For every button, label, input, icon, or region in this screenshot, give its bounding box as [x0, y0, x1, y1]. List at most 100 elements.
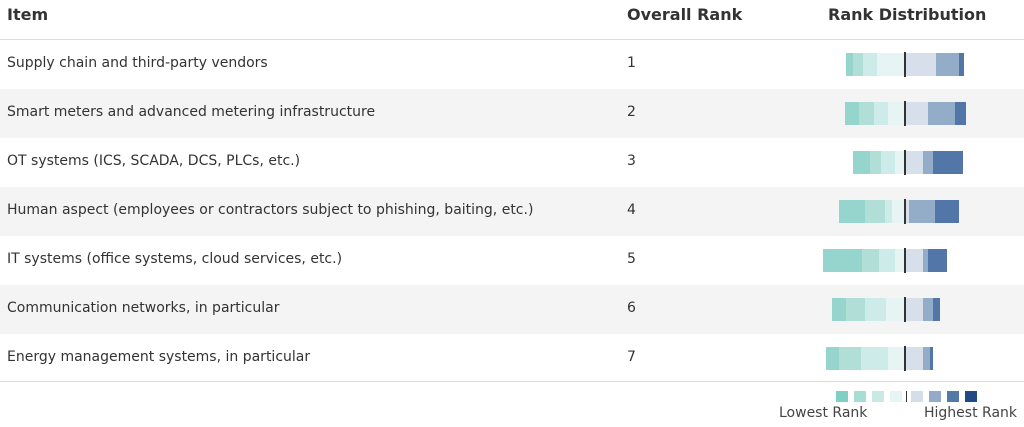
bar-segment-high: [905, 151, 923, 174]
bar-segment-low: [865, 200, 885, 223]
center-line: [904, 346, 906, 371]
bar-segment-high: [905, 102, 928, 125]
table-row: Communication networks, in particular 6: [0, 285, 1024, 334]
center-line: [904, 52, 906, 77]
bar-segment-high: [930, 347, 933, 370]
table-row: Smart meters and advanced metering infra…: [0, 89, 1024, 138]
bar-segment-high: [927, 102, 956, 125]
center-line: [904, 248, 906, 273]
bar-segment-high: [905, 200, 909, 223]
item-label: Human aspect (employees or contractors s…: [7, 202, 534, 218]
overall-rank: 7: [627, 349, 636, 365]
bar-segment-low: [845, 102, 860, 125]
bar-segment-high: [923, 298, 933, 321]
item-label: OT systems (ICS, SCADA, DCS, PLCs, etc.): [7, 153, 301, 169]
bar-segment-low: [860, 347, 889, 370]
bar-segment-low: [853, 53, 863, 76]
legend-swatch: [854, 391, 866, 402]
bar-segment-low: [888, 102, 905, 125]
table-row: Energy management systems, in particular…: [0, 334, 1024, 383]
legend-low-label: Lowest Rank: [779, 405, 868, 421]
overall-rank: 1: [627, 55, 636, 71]
legend-center-line: [906, 391, 907, 402]
bar-segment-low: [859, 102, 874, 125]
rank-distribution-bar: [0, 249, 1024, 272]
center-line: [904, 101, 906, 126]
table-row: Human aspect (employees or contractors s…: [0, 187, 1024, 236]
bar-segment-low: [895, 151, 905, 174]
bar-segment-low: [888, 347, 905, 370]
item-label: IT systems (office systems, cloud servic…: [7, 251, 343, 267]
legend-swatch: [890, 391, 902, 402]
bar-segment-low: [881, 151, 896, 174]
rank-distribution-bar: [0, 53, 1024, 76]
bar-segment-low: [825, 347, 839, 370]
bar-segment-low: [870, 151, 881, 174]
bar-segment-low: [884, 200, 892, 223]
item-label: Energy management systems, in particular: [7, 349, 311, 365]
table-row: Supply chain and third-party vendors 1: [0, 40, 1024, 89]
bar-segment-high: [932, 151, 963, 174]
overall-rank: 3: [627, 153, 636, 169]
legend-swatch: [872, 391, 884, 402]
overall-rank: 4: [627, 202, 636, 218]
item-label: Smart meters and advanced metering infra…: [7, 104, 376, 120]
header-overall-rank[interactable]: Overall Rank: [627, 5, 743, 24]
rank-distribution-bar: [0, 298, 1024, 321]
bar-segment-low: [863, 53, 878, 76]
bar-segment-low: [877, 53, 905, 76]
bar-segment-high: [932, 298, 940, 321]
bar-segment-low: [878, 249, 896, 272]
table-row: OT systems (ICS, SCADA, DCS, PLCs, etc.)…: [0, 138, 1024, 187]
legend-swatch: [947, 391, 959, 402]
bar-segment-low: [895, 249, 905, 272]
bar-segment-high: [959, 53, 964, 76]
legend-swatch: [929, 391, 941, 402]
table-header: Item Overall Rank Rank Distribution: [0, 0, 1024, 40]
bar-segment-low: [839, 347, 861, 370]
bar-segment-high: [935, 200, 959, 223]
header-item[interactable]: Item: [7, 5, 49, 24]
bar-segment-low: [846, 53, 854, 76]
legend-swatch: [911, 391, 923, 402]
rank-distribution-bar: [0, 347, 1024, 370]
bar-segment-low: [885, 298, 905, 321]
header-rank-distribution[interactable]: Rank Distribution: [828, 5, 987, 24]
legend-swatch: [836, 391, 848, 402]
legend-swatch: [965, 391, 977, 402]
item-label: Supply chain and third-party vendors: [7, 55, 268, 71]
bar-segment-high: [905, 249, 923, 272]
bar-segment-high: [927, 249, 947, 272]
bar-segment-high: [936, 53, 959, 76]
rank-distribution-bar: [0, 151, 1024, 174]
bar-segment-high: [905, 53, 937, 76]
bar-segment-low: [873, 102, 889, 125]
center-line: [904, 150, 906, 175]
bar-segment-low: [846, 298, 866, 321]
bar-segment-high: [923, 249, 928, 272]
table-row: IT systems (office systems, cloud servic…: [0, 236, 1024, 285]
overall-rank: 6: [627, 300, 636, 316]
center-line: [904, 199, 906, 224]
bar-segment-low: [839, 200, 866, 223]
bar-segment-low: [891, 200, 905, 223]
bar-segment-high: [955, 102, 967, 125]
center-line: [904, 297, 906, 322]
bar-segment-high: [905, 347, 923, 370]
bar-segment-high: [908, 200, 935, 223]
bar-segment-high: [905, 298, 923, 321]
bar-segment-low: [823, 249, 862, 272]
bar-segment-high: [923, 347, 931, 370]
bar-segment-low: [853, 151, 871, 174]
overall-rank: 2: [627, 104, 636, 120]
legend-high-label: Highest Rank: [924, 405, 1018, 421]
overall-rank: 5: [627, 251, 636, 267]
bar-segment-low: [865, 298, 886, 321]
legend: Lowest Rank Highest Rank: [0, 381, 1024, 427]
bar-segment-low: [831, 298, 847, 321]
rank-distribution-bar: [0, 102, 1024, 125]
bar-segment-high: [923, 151, 933, 174]
item-label: Communication networks, in particular: [7, 300, 280, 316]
rank-distribution-bar: [0, 200, 1024, 223]
bar-segment-low: [861, 249, 879, 272]
